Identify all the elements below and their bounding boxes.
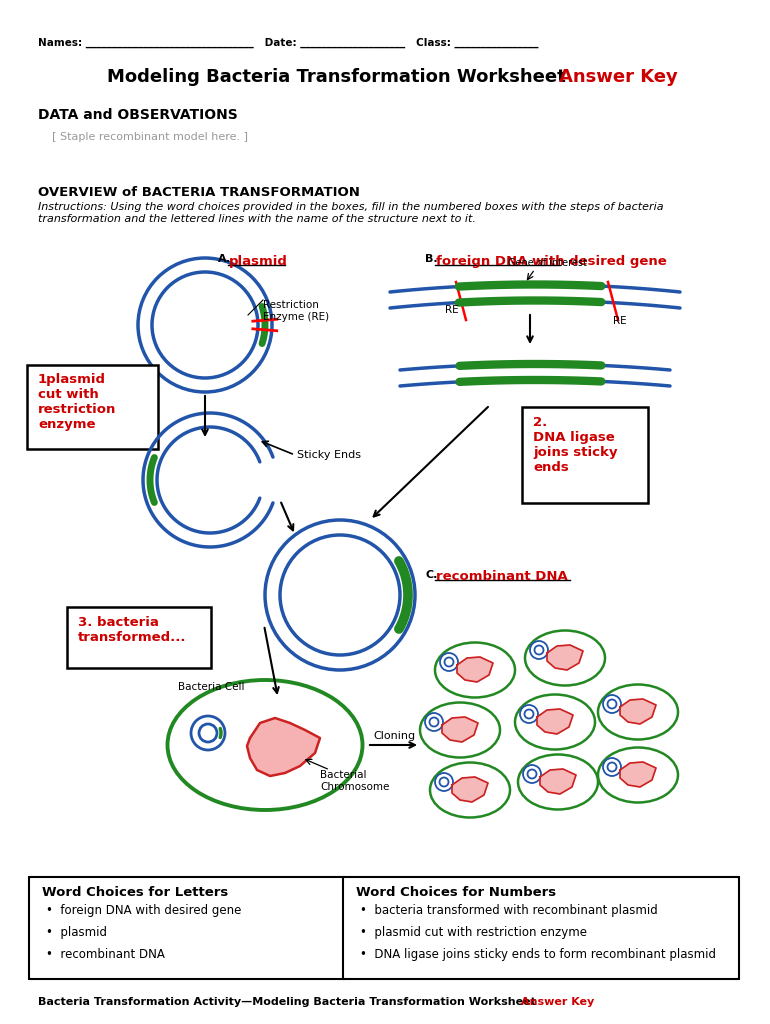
Text: 3. bacteria
transformed...: 3. bacteria transformed... — [78, 616, 186, 644]
Text: Answer Key: Answer Key — [521, 997, 594, 1007]
Text: •  DNA ligase joins sticky ends to form recombinant plasmid: • DNA ligase joins sticky ends to form r… — [360, 948, 716, 961]
Text: Word Choices for Letters: Word Choices for Letters — [42, 886, 228, 899]
Polygon shape — [442, 717, 478, 742]
FancyBboxPatch shape — [27, 365, 158, 449]
Text: 2.
DNA ligase
joins sticky
ends: 2. DNA ligase joins sticky ends — [533, 416, 618, 474]
Text: •  bacteria transformed with recombinant plasmid: • bacteria transformed with recombinant … — [360, 904, 658, 918]
Text: Cloning: Cloning — [373, 731, 415, 741]
Text: •  recombinant DNA: • recombinant DNA — [46, 948, 165, 961]
Text: •  plasmid cut with restriction enzyme: • plasmid cut with restriction enzyme — [360, 926, 587, 939]
Text: foreign DNA with desired gene: foreign DNA with desired gene — [436, 255, 667, 268]
Polygon shape — [620, 762, 656, 787]
Text: 1plasmid
cut with
restriction
enzyme: 1plasmid cut with restriction enzyme — [38, 373, 116, 431]
Text: Bacterial
Chromosome: Bacterial Chromosome — [320, 770, 390, 792]
Text: Word Choices for Numbers: Word Choices for Numbers — [356, 886, 556, 899]
Text: recombinant DNA: recombinant DNA — [436, 570, 567, 583]
Text: transformation and the lettered lines with the name of the structure next to it.: transformation and the lettered lines wi… — [38, 214, 476, 224]
Text: OVERVIEW of BACTERIA TRANSFORMATION: OVERVIEW of BACTERIA TRANSFORMATION — [38, 186, 360, 199]
Text: Names: ________________________________   Date: ____________________   Class: __: Names: ________________________________ … — [38, 38, 538, 48]
FancyBboxPatch shape — [29, 877, 345, 979]
Polygon shape — [247, 718, 320, 776]
Polygon shape — [537, 709, 573, 734]
FancyBboxPatch shape — [67, 607, 211, 668]
Text: RE: RE — [445, 305, 459, 315]
Text: Bacteria Transformation Activity—Modeling Bacteria Transformation Worksheet: Bacteria Transformation Activity—Modelin… — [38, 997, 540, 1007]
Polygon shape — [457, 657, 493, 682]
Text: •  plasmid: • plasmid — [46, 926, 107, 939]
Text: C.: C. — [425, 570, 437, 580]
Text: Bacteria Cell: Bacteria Cell — [178, 682, 245, 692]
Text: DATA and OBSERVATIONS: DATA and OBSERVATIONS — [38, 108, 238, 122]
Text: Gene of interest: Gene of interest — [508, 258, 587, 268]
Text: plasmid: plasmid — [229, 255, 288, 268]
Text: RE: RE — [613, 316, 627, 326]
Text: Instructions: Using the word choices provided in the boxes, fill in the numbered: Instructions: Using the word choices pro… — [38, 202, 664, 212]
Text: A.: A. — [218, 254, 231, 264]
Text: Modeling Bacteria Transformation Worksheet: Modeling Bacteria Transformation Workshe… — [107, 68, 572, 86]
Text: Sticky Ends: Sticky Ends — [297, 450, 361, 460]
Text: Restriction
Enzyme (RE): Restriction Enzyme (RE) — [263, 300, 329, 322]
Text: •  foreign DNA with desired gene: • foreign DNA with desired gene — [46, 904, 241, 918]
Polygon shape — [540, 769, 576, 794]
Polygon shape — [620, 699, 656, 724]
FancyBboxPatch shape — [343, 877, 739, 979]
Text: Answer Key: Answer Key — [559, 68, 678, 86]
FancyBboxPatch shape — [522, 407, 648, 503]
Text: B.: B. — [425, 254, 437, 264]
Polygon shape — [452, 777, 488, 802]
Text: [ Staple recombinant model here. ]: [ Staple recombinant model here. ] — [52, 132, 248, 142]
Polygon shape — [547, 645, 583, 670]
